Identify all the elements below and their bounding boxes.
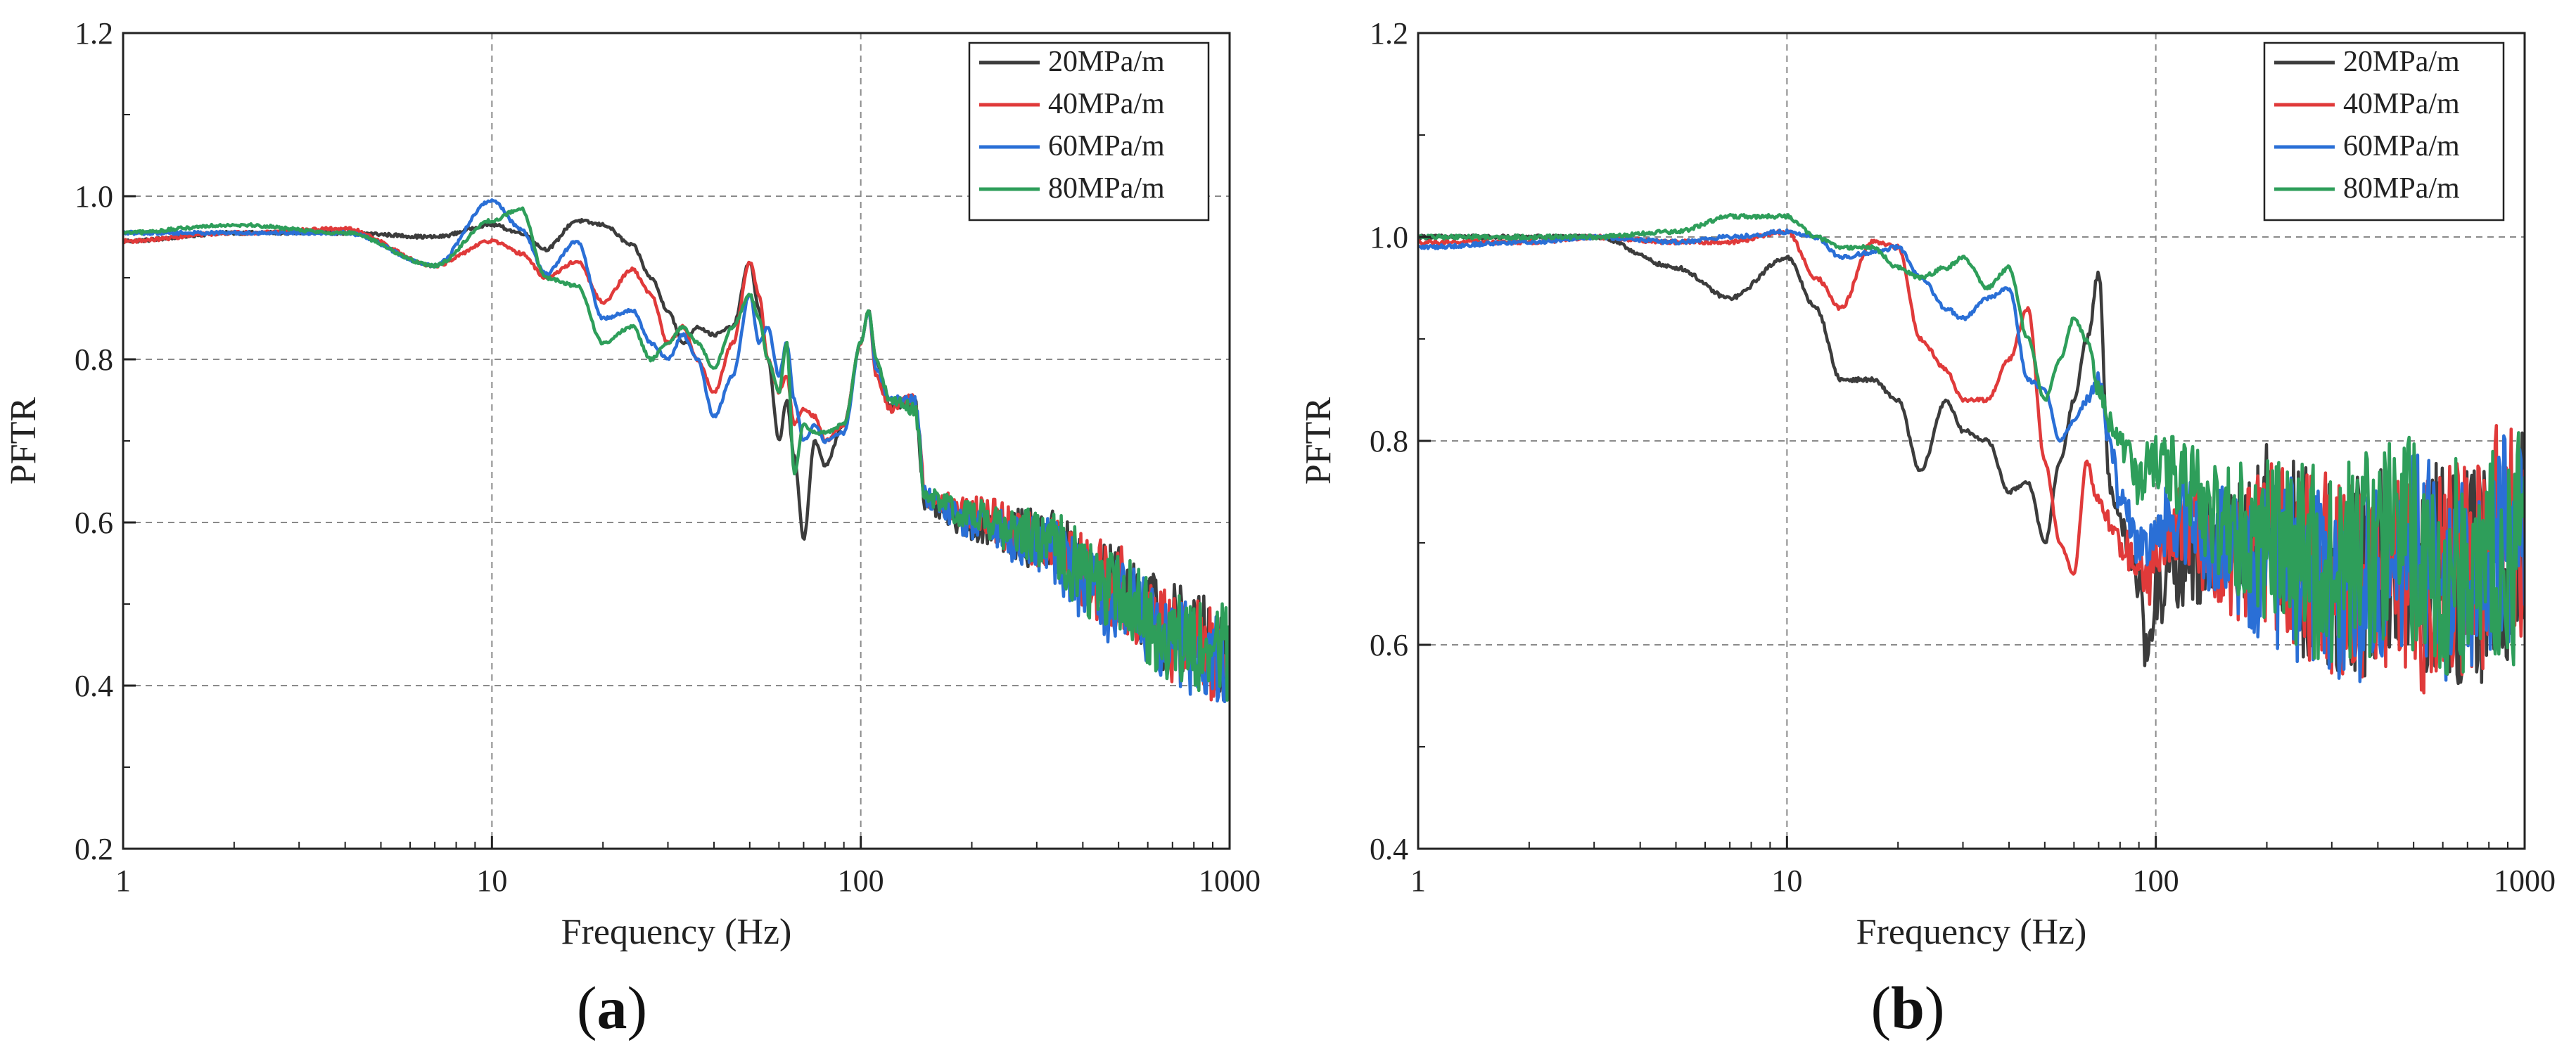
series-line-20mpam: [123, 217, 1230, 702]
grid-lines: [123, 33, 1230, 849]
y-tick-label: 0.2: [75, 832, 113, 866]
series-line-80mpam: [123, 206, 1230, 702]
panel-b: 1 10 100 1000 0.4 0.6 0.8 1.0 1.2 Frequency (Hz) P…: [1299, 16, 2556, 1041]
y-axis: 0.4 0.6 0.8 1.0 1.2: [1370, 16, 1431, 866]
x-axis: 1 10 100 1000: [1410, 836, 2556, 898]
legend-label: 80MPa/m: [2343, 172, 2460, 205]
legend-label: 60MPa/m: [2343, 130, 2460, 162]
panel-label: (b): [1870, 974, 1944, 1041]
x-axis: 1 10 100 1000: [115, 836, 1261, 898]
x-tick-label: 10: [476, 864, 507, 898]
series-line-60mpam: [123, 198, 1230, 704]
y-axis-title: PFTR: [1299, 397, 1339, 485]
y-tick-label: 0.4: [75, 669, 113, 703]
y-tick-label: 0.6: [1370, 628, 1408, 662]
series-lines: [1418, 212, 2525, 695]
y-tick-label: 1.0: [75, 179, 113, 214]
legend: 20MPa/m 40MPa/m 60MPa/m 80MPa/m: [968, 41, 1210, 222]
series-line-80mpam: [1418, 212, 2525, 676]
y-axis-title: PFTR: [4, 397, 44, 485]
legend-label: 40MPa/m: [2343, 88, 2460, 120]
legend-label: 80MPa/m: [1048, 172, 1165, 205]
legend: 20MPa/m 40MPa/m 60MPa/m 80MPa/m: [2263, 41, 2505, 222]
y-tick-label: 1.2: [75, 16, 113, 51]
y-tick-label: 0.8: [75, 342, 113, 377]
legend-label: 20MPa/m: [2343, 46, 2460, 78]
panel-label: (a): [577, 974, 647, 1041]
series-lines: [123, 198, 1230, 704]
y-axis: 0.2 0.4 0.6 0.8 1.0 1.2: [75, 16, 136, 866]
x-tick-label: 1000: [1199, 864, 1261, 898]
x-axis-title: Frequency (Hz): [561, 912, 792, 952]
panel-a: 1 10 100 1000 0.2 0.4 0.6 0.8 1.0 1.2 Frequency (H…: [4, 16, 1261, 1041]
x-tick-label: 1: [1410, 864, 1426, 898]
y-tick-label: 0.8: [1370, 424, 1408, 458]
y-tick-label: 0.4: [1370, 832, 1408, 866]
legend-label: 20MPa/m: [1048, 46, 1165, 78]
x-tick-label: 100: [2133, 864, 2179, 898]
series-line-40mpam: [123, 226, 1230, 702]
x-axis-title: Frequency (Hz): [1856, 912, 2087, 952]
legend-label: 40MPa/m: [1048, 88, 1165, 120]
x-tick-label: 10: [1771, 864, 1802, 898]
y-tick-label: 0.6: [75, 506, 113, 540]
legend-label: 60MPa/m: [1048, 130, 1165, 162]
x-tick-label: 1: [115, 864, 131, 898]
y-tick-label: 1.0: [1370, 220, 1408, 255]
y-tick-label: 1.2: [1370, 16, 1408, 51]
x-tick-label: 100: [838, 864, 884, 898]
x-tick-label: 1000: [2494, 864, 2556, 898]
